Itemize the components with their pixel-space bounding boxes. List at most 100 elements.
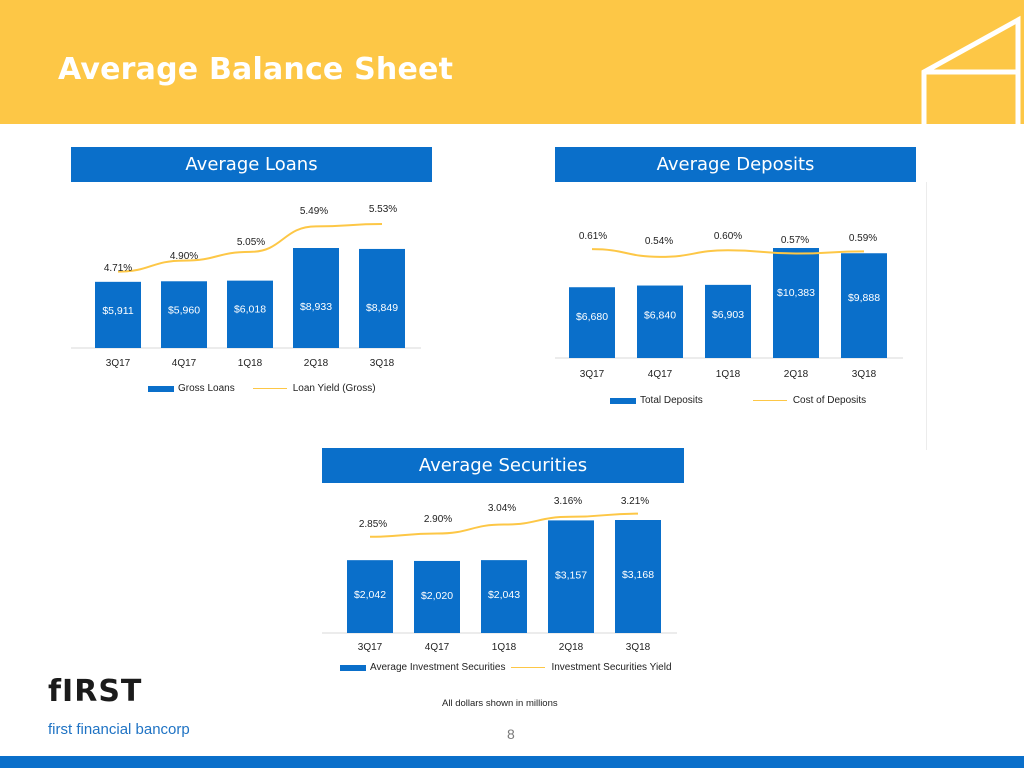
bar-3q17 bbox=[347, 560, 393, 633]
yield-line bbox=[369, 512, 639, 538]
bar-2q18 bbox=[548, 520, 594, 633]
bar-value-label: $3,157 bbox=[555, 569, 587, 581]
deposits-panel-header: Average Deposits bbox=[555, 147, 916, 182]
header-band bbox=[0, 0, 1024, 124]
category-label: 3Q18 bbox=[852, 369, 877, 380]
legend-investment-securities-yield: Investment Securities Yield bbox=[511, 662, 672, 673]
bar-1q18 bbox=[705, 284, 751, 358]
category-label: 1Q18 bbox=[238, 358, 263, 369]
yield-value-label: 3.04% bbox=[488, 503, 516, 514]
bar-value-label: $8,933 bbox=[300, 301, 332, 313]
loans-legend: Gross Loans Loan Yield (Gross) bbox=[148, 383, 376, 394]
bar-value-label: $6,680 bbox=[576, 311, 608, 323]
category-label: 3Q17 bbox=[580, 369, 605, 380]
yield-value-label: 4.71% bbox=[104, 263, 132, 274]
yield-value-label: 0.61% bbox=[579, 231, 607, 242]
category-label: 3Q17 bbox=[358, 642, 383, 653]
yield-value-label: 0.54% bbox=[645, 236, 673, 247]
category-label: 3Q18 bbox=[626, 642, 651, 653]
yield-value-label: 2.90% bbox=[424, 514, 452, 525]
bar-3q18 bbox=[359, 248, 405, 348]
legend-label: Investment Securities Yield bbox=[551, 662, 672, 673]
bar-2q18 bbox=[293, 248, 339, 348]
deposits-legend: Total Deposits Cost of Deposits bbox=[610, 395, 866, 406]
yield-value-label: 5.05% bbox=[237, 237, 265, 248]
category-label: 3Q17 bbox=[106, 358, 131, 369]
company-logo: fIRST bbox=[48, 674, 143, 709]
yield-value-label: 3.21% bbox=[621, 496, 649, 507]
bar-3q17 bbox=[95, 281, 141, 348]
securities-chart: $2,042 3Q17 $2,020 4Q17 $2,043 1Q18 $3,157 2Q18… bbox=[322, 496, 677, 653]
legend-swatch-bar bbox=[610, 397, 636, 404]
deposits-chart: $6,680 3Q17 $6,840 4Q17 $6,903 1Q18 $10,383 2Q1… bbox=[555, 231, 903, 380]
bar-3q18 bbox=[841, 253, 887, 358]
bar-3q17 bbox=[569, 287, 615, 358]
bottom-bar bbox=[0, 756, 1024, 768]
bar-value-label: $6,840 bbox=[644, 310, 676, 322]
yield-value-label: 0.57% bbox=[781, 235, 809, 246]
bar-4q17 bbox=[637, 285, 683, 358]
bar-value-label: $2,043 bbox=[488, 589, 520, 601]
category-label: 2Q18 bbox=[784, 369, 809, 380]
bar-value-label: $2,020 bbox=[421, 590, 453, 602]
legend-label: Total Deposits bbox=[640, 395, 703, 406]
bar-value-label: $5,911 bbox=[102, 305, 133, 317]
category-label: 4Q17 bbox=[172, 358, 197, 369]
bar-value-label: $6,018 bbox=[234, 304, 266, 316]
legend-label: Gross Loans bbox=[178, 383, 235, 394]
bar-value-label: $3,168 bbox=[622, 569, 654, 581]
bar-value-label: $2,042 bbox=[354, 589, 386, 601]
securities-panel-header: Average Securities bbox=[322, 448, 684, 483]
bar-value-label: $8,849 bbox=[366, 302, 398, 314]
category-label: 3Q18 bbox=[370, 358, 395, 369]
deposits-frame bbox=[555, 182, 927, 450]
legend-swatch-line bbox=[511, 666, 546, 669]
yield-value-label: 0.60% bbox=[714, 231, 742, 242]
category-label: 2Q18 bbox=[304, 358, 329, 369]
category-label: 1Q18 bbox=[716, 369, 741, 380]
legend-cost-of-deposits: Cost of Deposits bbox=[752, 395, 867, 406]
legend-label: Average Investment Securities bbox=[370, 662, 506, 673]
legend-total-deposits: Total Deposits bbox=[610, 395, 703, 406]
securities-legend: Average Investment Securities Investment… bbox=[340, 662, 672, 673]
bar-value-label: $10,383 bbox=[777, 287, 815, 299]
legend-label: Cost of Deposits bbox=[792, 395, 867, 406]
legend-swatch-bar bbox=[340, 664, 366, 671]
legend-gross-loans: Gross Loans bbox=[148, 383, 235, 394]
legend-swatch-bar bbox=[148, 385, 174, 392]
page-number: 8 bbox=[507, 726, 515, 742]
legend-label: Loan Yield (Gross) bbox=[292, 383, 376, 394]
yield-value-label: 4.90% bbox=[170, 251, 198, 262]
yield-line bbox=[117, 223, 383, 273]
bar-1q18 bbox=[481, 560, 527, 633]
yield-value-label: 3.16% bbox=[554, 496, 582, 507]
legend-swatch-line bbox=[252, 387, 287, 390]
bar-value-label: $6,903 bbox=[712, 309, 744, 321]
loans-panel-header: Average Loans bbox=[71, 147, 432, 182]
bar-3q18 bbox=[615, 520, 661, 633]
bar-1q18 bbox=[227, 280, 273, 348]
yield-value-label: 5.53% bbox=[369, 204, 397, 215]
building-outline-icon bbox=[921, 15, 1021, 124]
yield-line bbox=[591, 248, 865, 258]
category-label: 2Q18 bbox=[559, 642, 584, 653]
yield-value-label: 2.85% bbox=[359, 519, 387, 530]
category-label: 4Q17 bbox=[648, 369, 673, 380]
loans-chart: $5,911 3Q17 $5,960 4Q17 $6,018 1Q18 $8,933 2Q18… bbox=[71, 204, 421, 369]
category-label: 4Q17 bbox=[425, 642, 450, 653]
bar-value-label: $9,888 bbox=[848, 292, 880, 304]
bar-value-label: $5,960 bbox=[168, 304, 200, 316]
yield-value-label: 0.59% bbox=[849, 233, 877, 244]
yield-value-label: 5.49% bbox=[300, 206, 328, 217]
company-tagline: first financial bancorp bbox=[48, 721, 190, 738]
legend-loan-yield: Loan Yield (Gross) bbox=[252, 383, 376, 394]
page-title: Average Balance Sheet bbox=[58, 52, 454, 87]
legend-avg-investment-securities: Average Investment Securities bbox=[340, 662, 505, 673]
footnote: All dollars shown in millions bbox=[442, 698, 558, 709]
category-label: 1Q18 bbox=[492, 642, 517, 653]
bar-4q17 bbox=[161, 281, 207, 348]
legend-swatch-line bbox=[752, 399, 787, 402]
bar-4q17 bbox=[414, 560, 460, 633]
bar-2q18 bbox=[773, 248, 819, 358]
